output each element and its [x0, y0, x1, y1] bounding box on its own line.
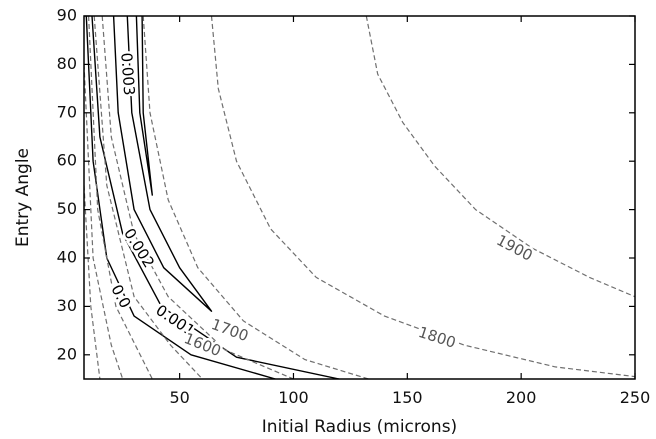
contour-label-0-003: 0.003	[117, 52, 138, 96]
y-tick-label-70: 70	[57, 102, 77, 121]
contour-label-1800: 1800	[416, 323, 458, 352]
x-tick-label-50: 50	[169, 388, 189, 407]
x-axis-ticks: 50 100 150 200 250	[169, 16, 650, 407]
y-tick-label-30: 30	[57, 296, 77, 315]
contour-1700	[142, 16, 369, 379]
x-tick-label-250: 250	[620, 388, 651, 407]
contour-dashed-4	[93, 16, 203, 379]
contour-dashed-1	[84, 185, 101, 379]
contour-dashed-3	[88, 16, 153, 379]
y-axis-title: Entry Angle	[13, 148, 33, 247]
y-tick-label-90: 90	[57, 6, 77, 25]
contour-1800	[210, 16, 635, 378]
x-tick-label-200: 200	[506, 388, 537, 407]
x-tick-label-150: 150	[392, 388, 423, 407]
contour-1600	[101, 16, 294, 379]
contour-1900	[365, 16, 635, 298]
contour-dashed-2	[84, 64, 124, 379]
x-axis-title: Initial Radius (microns)	[262, 417, 457, 437]
y-tick-label-80: 80	[57, 54, 77, 73]
y-tick-label-60: 60	[57, 151, 77, 170]
x-tick-label-100: 100	[278, 388, 309, 407]
contour-0-002	[112, 16, 213, 312]
y-tick-label-20: 20	[57, 344, 77, 363]
plot-frame	[83, 15, 636, 380]
contour-0-0	[85, 16, 276, 379]
contour-0-001	[91, 16, 340, 379]
contour-0-003	[135, 16, 154, 196]
y-tick-label-40: 40	[57, 248, 77, 267]
y-axis-ticks: 20 30 40 50 60 70 80 90	[57, 6, 635, 363]
y-tick-label-50: 50	[57, 199, 77, 218]
